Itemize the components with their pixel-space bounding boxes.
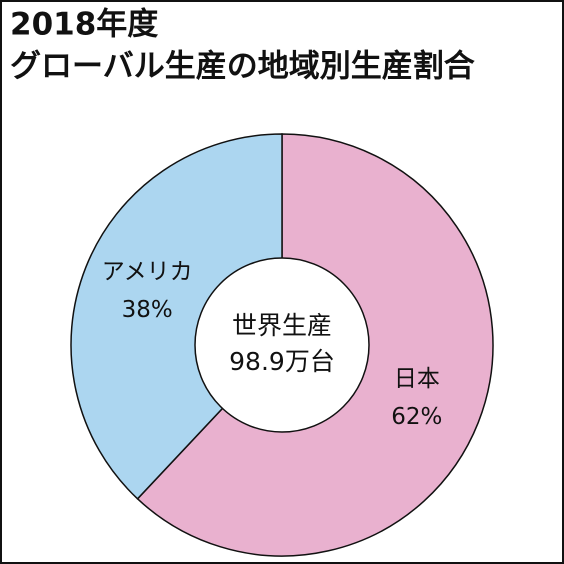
- chart-title: 2018年度: [10, 7, 158, 43]
- slice: [70, 133, 283, 500]
- value-label: 62%: [391, 404, 442, 430]
- donut-hole: [194, 257, 370, 433]
- slice-label: アメリカ: [102, 259, 193, 285]
- value-label: 38%: [122, 297, 173, 323]
- center-text: 世界生産: [232, 311, 332, 340]
- chart-subtitle: グローバル生産の地域別生産割合: [10, 49, 475, 85]
- slice-label: 日本: [394, 366, 440, 392]
- center-text: 98.9万台: [229, 347, 335, 376]
